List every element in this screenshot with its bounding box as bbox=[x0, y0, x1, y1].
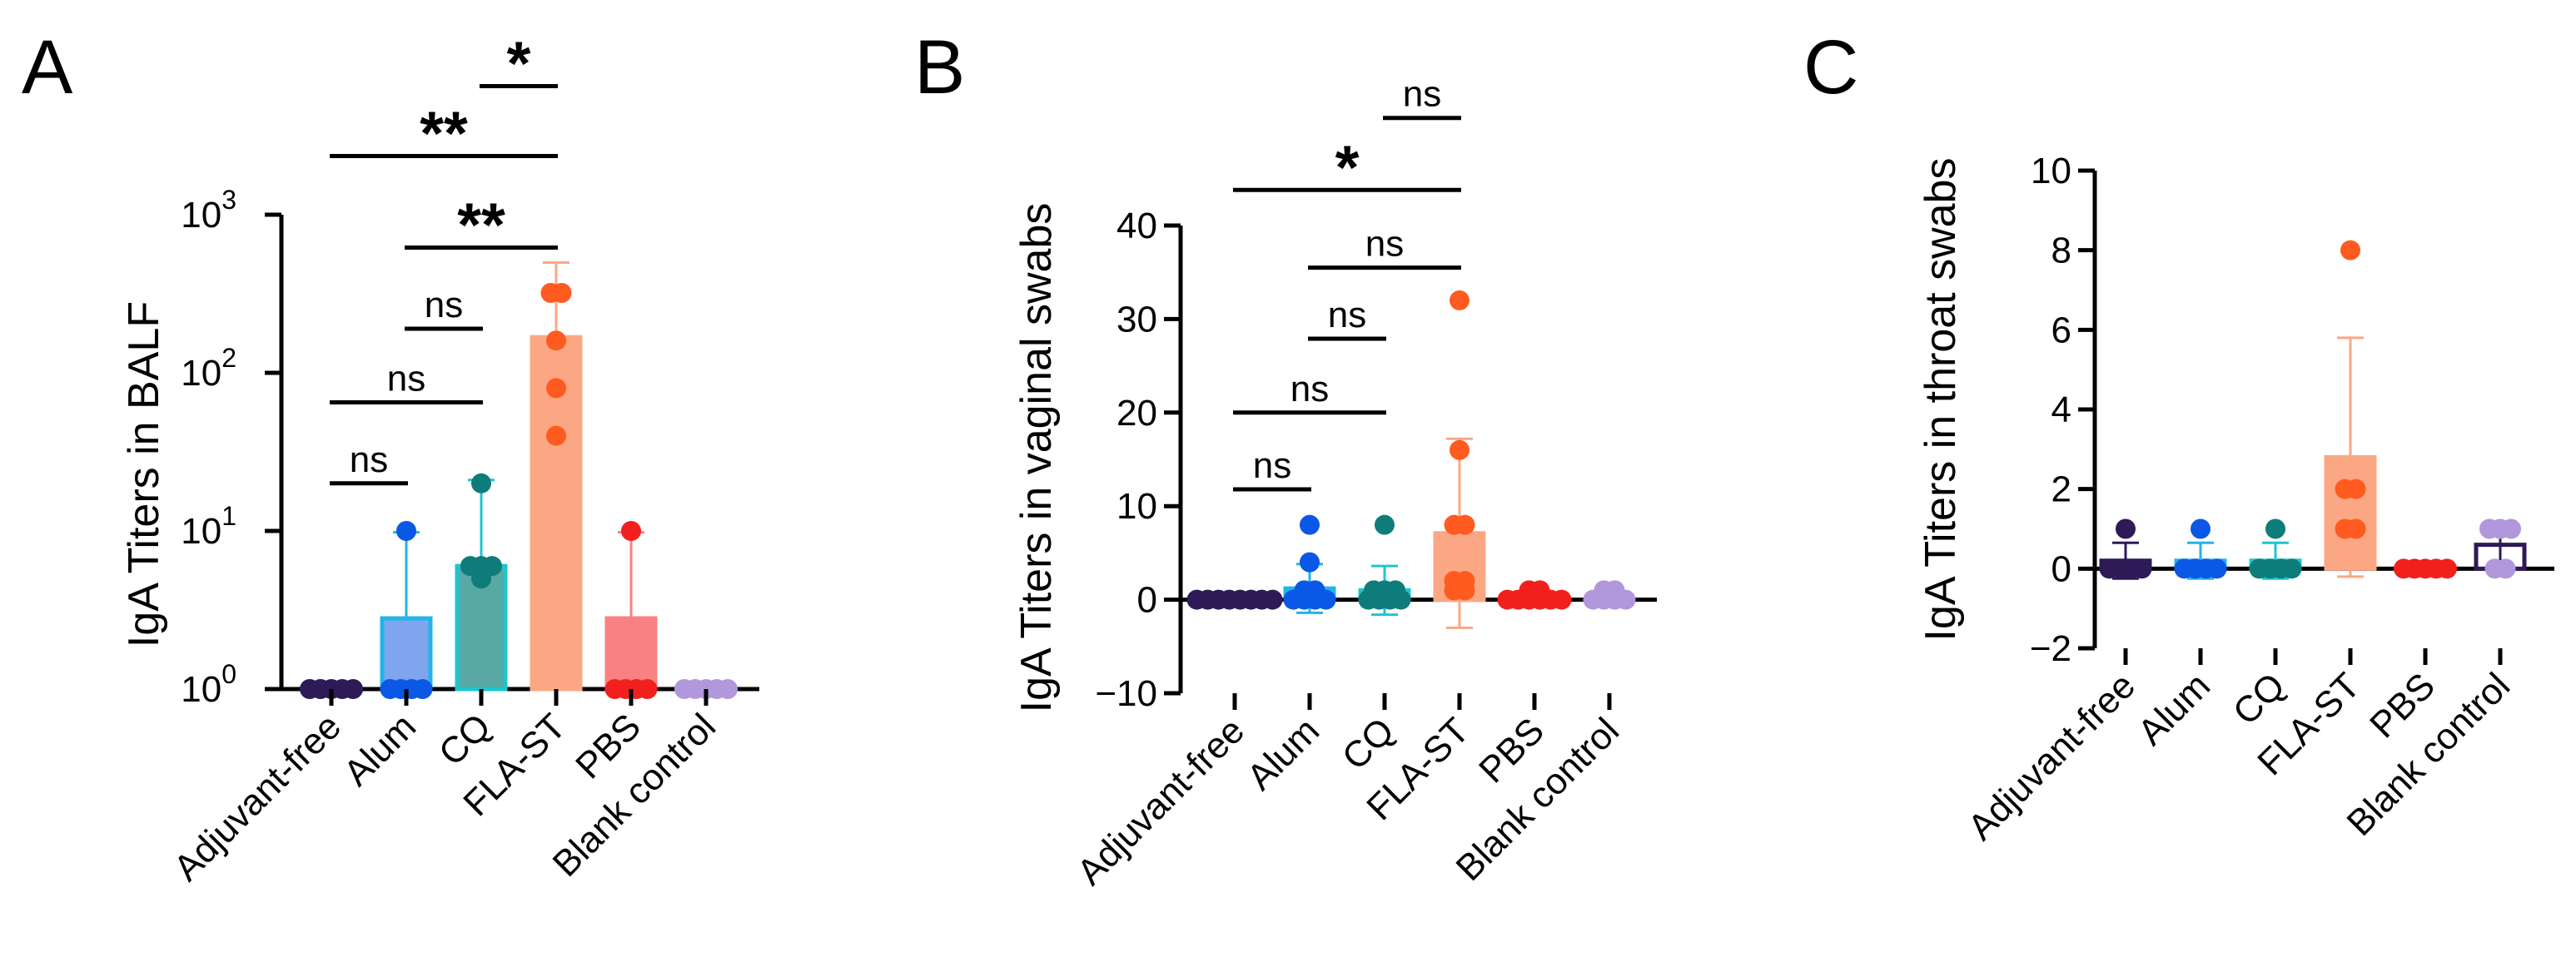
category-label: Alum bbox=[1240, 710, 1328, 798]
data-point bbox=[2345, 479, 2366, 499]
y-tick-label: 0 bbox=[2051, 548, 2071, 589]
y-axis-title-c: IgA Titers in throat swabs bbox=[1917, 158, 1965, 642]
data-point bbox=[412, 679, 433, 699]
significance-label: * bbox=[1335, 132, 1360, 201]
significance-label: ns bbox=[1365, 224, 1404, 265]
data-point bbox=[471, 473, 491, 493]
y-tick-label: 10 bbox=[2031, 151, 2071, 191]
data-point bbox=[718, 679, 738, 699]
significance-label: ** bbox=[457, 190, 505, 259]
significance-label: ** bbox=[420, 98, 468, 167]
data-point bbox=[2206, 558, 2227, 579]
data-point bbox=[1604, 580, 1625, 601]
y-tick-label: 100 bbox=[181, 659, 236, 710]
y-tick-label: 0 bbox=[1137, 580, 1157, 621]
y-tick-label: 40 bbox=[1116, 206, 1157, 246]
data-point bbox=[2116, 518, 2136, 539]
data-point bbox=[1450, 439, 1470, 460]
significance-label: ns bbox=[1328, 295, 1366, 335]
data-point bbox=[1262, 589, 1283, 610]
panel-letter-a: A bbox=[22, 25, 73, 110]
significance-label: ns bbox=[1403, 74, 1441, 115]
data-point bbox=[1385, 580, 1405, 601]
data-point bbox=[2131, 558, 2152, 579]
data-point bbox=[637, 679, 658, 699]
category-label: Adjuvant-free bbox=[1069, 710, 1252, 893]
y-tick-label: 6 bbox=[2051, 310, 2071, 350]
category-label: Adjuvant-free bbox=[1960, 665, 2143, 848]
data-point bbox=[1300, 552, 1320, 573]
y-tick-label: 4 bbox=[2051, 389, 2071, 430]
data-point bbox=[546, 425, 566, 446]
y-tick-label: 20 bbox=[1116, 393, 1157, 434]
data-point bbox=[2495, 558, 2516, 579]
data-point bbox=[2501, 518, 2521, 539]
panel-letter-b: B bbox=[914, 25, 965, 110]
data-point bbox=[1551, 589, 1572, 610]
y-axis-title-a: IgA Titers in BALF bbox=[120, 301, 168, 647]
data-point bbox=[621, 521, 641, 541]
data-point bbox=[482, 556, 502, 577]
significance-label: ns bbox=[425, 285, 463, 325]
data-point bbox=[1305, 580, 1325, 601]
data-point bbox=[2345, 518, 2366, 539]
y-tick-label: 103 bbox=[181, 185, 236, 236]
y-axis-title-b: IgA Titers in vaginal swabs bbox=[1012, 203, 1061, 713]
bar bbox=[604, 616, 658, 692]
data-point bbox=[343, 679, 363, 699]
significance-label: ns bbox=[1253, 445, 1291, 486]
data-point bbox=[546, 330, 566, 351]
data-point bbox=[396, 521, 416, 541]
bar bbox=[380, 616, 433, 692]
data-point bbox=[1455, 514, 1475, 535]
y-tick-label: −10 bbox=[1095, 673, 1157, 714]
data-point bbox=[2191, 518, 2210, 539]
y-tick-label: 2 bbox=[2051, 469, 2071, 510]
data-point bbox=[1300, 514, 1320, 535]
y-tick-label: −2 bbox=[2030, 628, 2071, 669]
data-point bbox=[2437, 558, 2457, 579]
tick-exponent: 3 bbox=[221, 185, 236, 215]
data-point bbox=[1529, 580, 1550, 601]
significance-label: ns bbox=[350, 439, 388, 480]
data-point bbox=[1455, 571, 1475, 592]
y-tick-label: 30 bbox=[1116, 299, 1157, 340]
tick-exponent: 1 bbox=[221, 501, 236, 531]
data-point bbox=[1375, 514, 1395, 535]
significance-label: * bbox=[507, 29, 531, 98]
tick-exponent: 2 bbox=[221, 343, 236, 373]
significance-label: ns bbox=[387, 359, 425, 399]
y-tick-label: 101 bbox=[181, 501, 236, 552]
y-tick-label: 102 bbox=[181, 343, 236, 394]
data-point bbox=[546, 378, 566, 399]
data-point bbox=[2265, 518, 2285, 539]
y-tick-label: 8 bbox=[2051, 231, 2071, 271]
data-point bbox=[1450, 290, 1470, 310]
category-label: Alum bbox=[336, 706, 425, 794]
data-point bbox=[551, 283, 572, 304]
panel-letter-c: C bbox=[1803, 25, 1858, 110]
y-tick-label: 10 bbox=[1116, 486, 1157, 527]
category-label: Alum bbox=[2131, 665, 2219, 753]
data-point bbox=[2340, 240, 2360, 260]
category-label: Adjuvant-free bbox=[166, 706, 349, 889]
data-point bbox=[2281, 558, 2302, 579]
significance-label: ns bbox=[1290, 369, 1329, 409]
tick-exponent: 0 bbox=[221, 659, 236, 689]
